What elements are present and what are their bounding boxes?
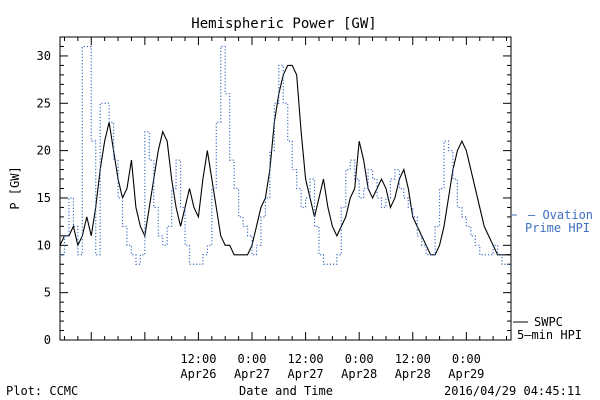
x-axis-label: Date and Time (239, 384, 333, 398)
legend-swpc-line2: 5–min HPI (517, 328, 582, 342)
y-tick-label: 30 (37, 49, 51, 63)
series-line-swpc (59, 64, 511, 256)
x-tick-time-label: 12:00 (395, 352, 431, 366)
x-axis-ticks: 12:00Apr260:00Apr2712:00Apr270:00Apr2812… (63, 37, 508, 381)
legend-ovation-line2: Prime HPI (525, 221, 590, 235)
y-tick-label: 15 (37, 191, 51, 205)
x-tick-time-label: 0:00 (238, 352, 267, 366)
plot-credit: Plot: CCMC (6, 384, 78, 398)
x-tick-date-label: Apr28 (395, 367, 431, 381)
plot-timestamp: 2016/04/29 04:45:11 (444, 384, 581, 398)
x-tick-date-label: Apr27 (288, 367, 324, 381)
series-line-ovation (60, 45, 511, 265)
y-tick-label: 0 (44, 333, 51, 347)
plot-frame (59, 36, 512, 341)
legend-swpc-line1: SWPC (534, 315, 563, 329)
y-axis-ticks: 0 5 10 15 20 25 30 (37, 36, 511, 347)
y-tick-label: 5 (44, 286, 51, 300)
y-axis-label: P [GW] (8, 166, 22, 209)
x-tick-date-label: Apr27 (234, 367, 270, 381)
y-tick-label: 25 (37, 96, 51, 110)
x-tick-date-label: Apr28 (341, 367, 377, 381)
x-tick-date-label: Apr29 (448, 367, 484, 381)
x-tick-date-label: Apr26 (180, 367, 216, 381)
x-tick-time-label: 12:00 (180, 352, 216, 366)
x-tick-time-label: 0:00 (345, 352, 374, 366)
series-layer (59, 45, 517, 265)
y-tick-label: 20 (37, 144, 51, 158)
legend-ovation-line1: – Ovation (528, 208, 593, 222)
x-tick-time-label: 12:00 (288, 352, 324, 366)
x-tick-time-label: 0:00 (452, 352, 481, 366)
chart-title: Hemispheric Power [GW] (191, 16, 376, 32)
y-tick-label: 10 (37, 238, 51, 252)
